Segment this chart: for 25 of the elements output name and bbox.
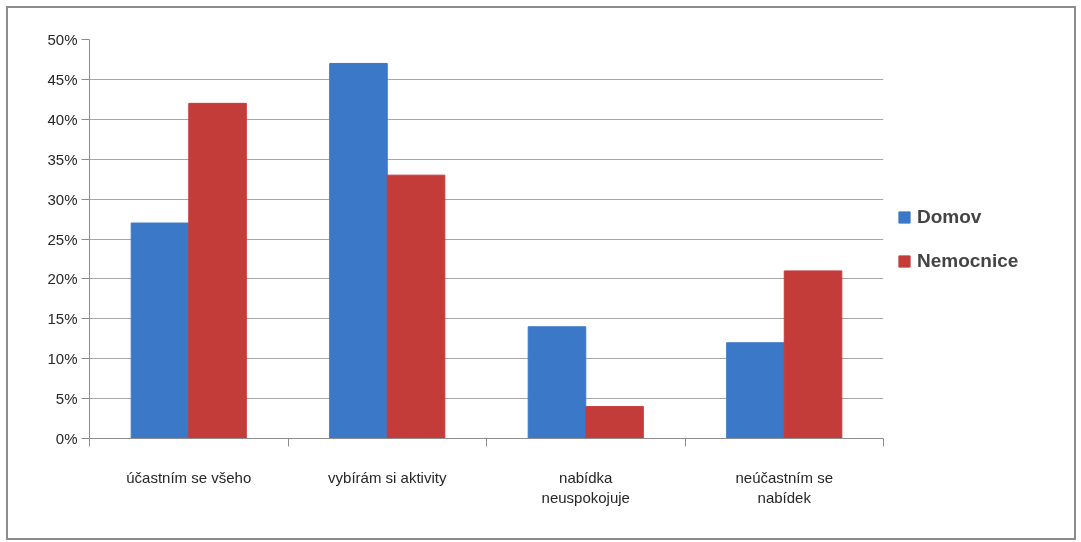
x-tick-label: vybírám si aktivity bbox=[328, 468, 447, 486]
y-tick-label: 35% bbox=[47, 150, 78, 168]
bar bbox=[329, 62, 388, 439]
y-tick-label: 25% bbox=[47, 230, 78, 248]
y-tick-label: 20% bbox=[47, 270, 78, 288]
bar bbox=[188, 102, 247, 439]
y-tick-label: 5% bbox=[55, 390, 78, 408]
bar bbox=[386, 174, 446, 439]
legend-label: Domov bbox=[917, 205, 982, 228]
bar bbox=[783, 270, 843, 439]
y-tick-label: 0% bbox=[55, 430, 78, 447]
x-tick-label: nabídka neuspokojuje bbox=[541, 468, 630, 506]
legend-label: Nemocnice bbox=[917, 249, 1019, 272]
x-tick-label: účastním se všeho bbox=[126, 468, 252, 486]
bar bbox=[130, 222, 190, 439]
y-tick-label: 15% bbox=[47, 310, 78, 328]
y-tick-label: 10% bbox=[47, 350, 78, 368]
bar bbox=[585, 406, 644, 439]
y-tick-label: 40% bbox=[47, 110, 78, 128]
y-tick-label: 50% bbox=[47, 31, 78, 48]
x-tick-label: neúčastním se nabídek bbox=[735, 468, 834, 506]
y-tick-label: 45% bbox=[47, 70, 78, 88]
bar bbox=[726, 342, 785, 439]
bar bbox=[527, 326, 587, 439]
y-tick-label: 30% bbox=[47, 190, 78, 208]
